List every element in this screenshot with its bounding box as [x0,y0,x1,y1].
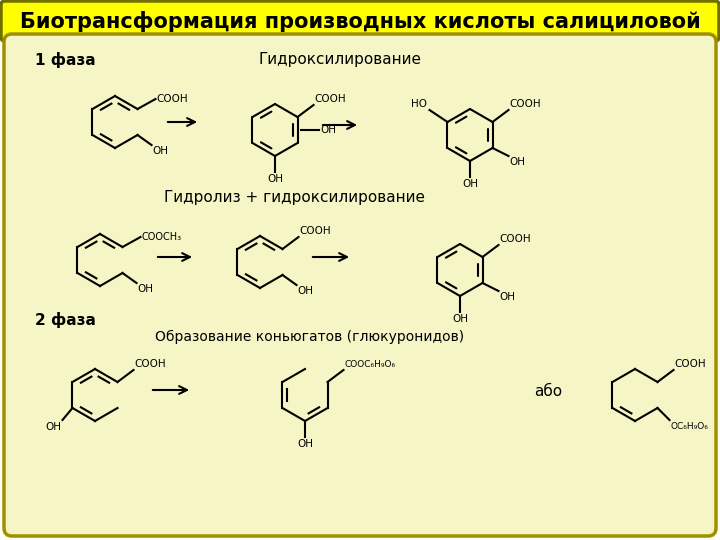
Text: OH: OH [510,157,526,167]
Text: OH: OH [297,286,313,296]
Text: COOH: COOH [510,99,541,109]
Text: COOH: COOH [675,359,706,369]
Text: OH: OH [500,292,516,302]
Text: COOC₆H₉O₆: COOC₆H₉O₆ [344,360,396,369]
Text: COOH: COOH [156,94,188,104]
Text: OH: OH [462,179,478,189]
Text: OH: OH [45,422,61,432]
Text: Образование коньюгатов (глюкуронидов): Образование коньюгатов (глюкуронидов) [156,330,464,344]
FancyBboxPatch shape [4,34,716,536]
Text: OH: OH [320,125,336,135]
Text: COOH: COOH [315,94,346,104]
Text: Биотрансформация производных кислоты салициловой: Биотрансформация производных кислоты сал… [19,10,701,31]
Text: HO: HO [412,99,428,109]
FancyBboxPatch shape [1,1,719,41]
Text: Гидролиз + гидроксилирование: Гидролиз + гидроксилирование [164,190,426,205]
Text: 2 фаза: 2 фаза [35,312,96,328]
Text: COOH: COOH [500,234,531,244]
Text: COOCH₃: COOCH₃ [142,232,181,242]
Text: OH: OH [452,314,468,324]
Text: OH: OH [153,146,168,156]
Text: COOH: COOH [300,226,331,236]
Text: COOH: COOH [135,359,166,369]
Text: OH: OH [267,174,283,184]
Text: 1 фаза: 1 фаза [35,52,96,68]
Text: OH: OH [138,284,153,294]
Text: або: або [534,384,562,400]
Text: OH: OH [297,439,313,449]
Text: Гидроксилирование: Гидроксилирование [258,52,421,67]
Text: OC₆H₉O₆: OC₆H₉O₆ [670,422,708,431]
